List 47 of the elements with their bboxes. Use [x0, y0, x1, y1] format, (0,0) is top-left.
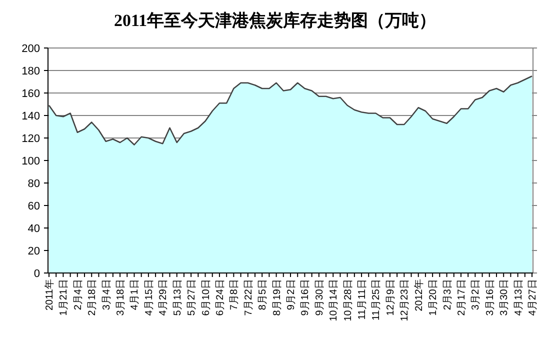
- x-tick-label: 9月30日: [314, 279, 326, 316]
- x-tick-label: 2012年: [412, 279, 425, 312]
- x-tick-label: 9月2日: [286, 279, 297, 310]
- x-tick-label: 6月24日: [214, 279, 226, 316]
- y-tick-label: 200: [22, 42, 40, 55]
- y-tick-label: 0: [34, 268, 40, 280]
- x-tick-label: 2011年: [44, 279, 56, 311]
- x-tick-label: 7月22日: [243, 279, 254, 316]
- y-tick-label: 180: [22, 65, 40, 78]
- x-tick-label: 10月14日: [328, 279, 340, 322]
- x-tick-label: 10月28日: [342, 279, 354, 322]
- x-tick-label: 8月19日: [272, 279, 283, 316]
- x-tick-label: 3月16日: [484, 279, 496, 316]
- y-tick-label: 120: [22, 132, 40, 145]
- x-tick-label: 3月4日: [101, 279, 112, 310]
- x-tick-label: 2月3日: [442, 279, 454, 310]
- x-tick-label: 2月4日: [72, 279, 84, 310]
- x-tick-label: 3月2日: [470, 279, 482, 310]
- x-tick-label: 5月13日: [172, 279, 184, 316]
- x-tick-label: 4月1日: [130, 279, 141, 310]
- x-tick-label: 3月30日: [499, 279, 510, 316]
- x-tick-label: 11月25日: [371, 279, 382, 321]
- x-tick-label: 8月5日: [258, 279, 269, 310]
- x-tick-label: 11月11日: [357, 279, 368, 320]
- chart-title: 2011年至今天津港焦炭库存走势图（万吨）: [114, 11, 436, 30]
- x-tick-label: 2月18日: [87, 279, 98, 316]
- x-tick-label: 9月16日: [300, 279, 312, 316]
- x-tick-label: 4月29日: [158, 279, 170, 316]
- x-tick-label: 2月17日: [456, 279, 468, 316]
- x-tick-label: 5月27日: [186, 279, 198, 316]
- x-tick-label: 3月18日: [116, 279, 127, 316]
- y-tick-label: 160: [22, 88, 40, 100]
- x-tick-label: 4月27日: [528, 279, 538, 316]
- y-tick-label: 60: [28, 200, 40, 212]
- x-tick-label: 7月8日: [229, 279, 240, 310]
- x-tick-label: 6月10日: [200, 279, 212, 316]
- y-tick-label: 100: [22, 155, 40, 168]
- y-tick-label: 40: [28, 222, 40, 235]
- y-tick-label: 20: [28, 245, 40, 258]
- x-tick-label: 12月23日: [400, 279, 411, 322]
- x-tick-label: 12月9日: [385, 279, 396, 316]
- x-tick-label: 4月15日: [144, 279, 155, 316]
- x-tick-label: 4月13日: [513, 279, 524, 316]
- x-tick-label: 1月21日: [58, 279, 70, 316]
- y-tick-label: 140: [22, 110, 40, 122]
- x-tick-label: 1月20日: [428, 279, 440, 316]
- y-tick-label: 80: [28, 178, 40, 190]
